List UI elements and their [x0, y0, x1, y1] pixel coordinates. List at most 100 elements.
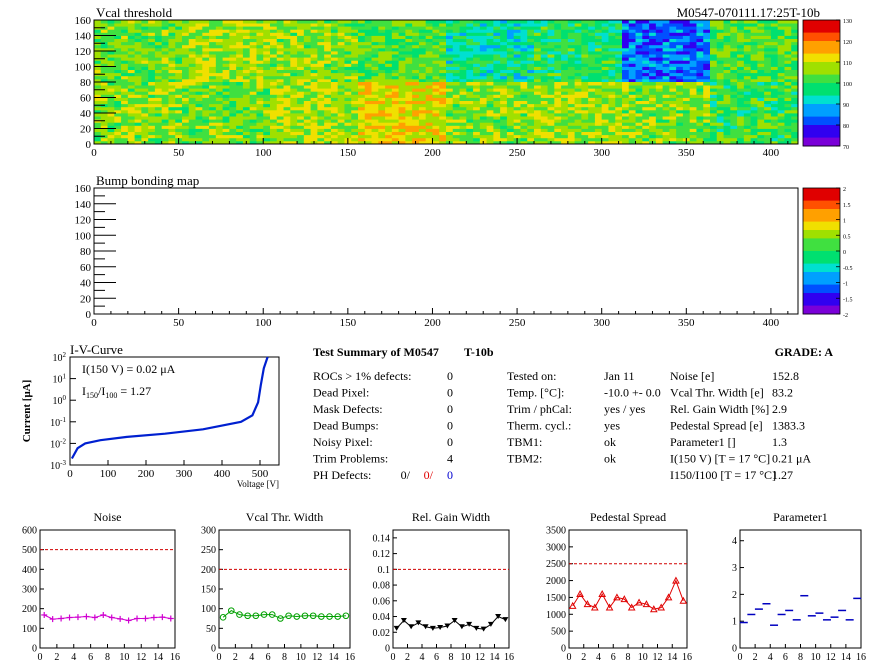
heat-cell	[202, 94, 210, 98]
heat-cell	[100, 20, 108, 24]
heat-cell	[655, 32, 664, 36]
colorbar-cell	[803, 24, 840, 29]
heat-cell	[168, 134, 176, 139]
roc-block	[622, 82, 711, 145]
heat-cell	[649, 116, 657, 120]
heat-cell	[270, 122, 278, 126]
heat-cell	[743, 75, 752, 80]
heat-cell	[371, 75, 379, 80]
heat-cell	[290, 119, 298, 123]
colorbar-cell	[803, 28, 840, 34]
heat-cell	[615, 41, 623, 46]
heat-cell	[696, 100, 704, 105]
heat-cell	[290, 29, 298, 33]
heat-cell	[473, 131, 481, 136]
heat-cell	[175, 66, 183, 70]
heat-cell	[405, 119, 413, 123]
heat-cell	[297, 23, 305, 27]
heat-cell	[473, 75, 481, 80]
heat-cell	[513, 60, 521, 64]
marker	[458, 624, 465, 630]
heat-cell	[100, 54, 108, 58]
heat-cell	[215, 44, 224, 49]
iv-x-tick-label: 200	[138, 468, 155, 480]
heat-cell	[242, 91, 251, 95]
heat-cell	[764, 113, 772, 117]
heat-cell	[601, 26, 609, 30]
heat-cell	[303, 60, 312, 64]
heat-cell	[506, 128, 515, 132]
heat-cell	[500, 100, 508, 105]
heat-cell	[364, 41, 372, 46]
heat-cell	[303, 85, 312, 89]
heat-cell	[594, 63, 603, 67]
heat-cell	[567, 35, 576, 39]
heat-cell	[344, 131, 352, 136]
heat-cell	[608, 63, 616, 67]
heat-cell	[567, 109, 576, 114]
roc-y-tick-label: 2000	[546, 576, 566, 587]
heat-cell	[520, 113, 528, 117]
heat-cell	[696, 23, 704, 27]
heat-cell	[513, 23, 521, 27]
heat-cell	[770, 131, 779, 136]
heat-cell	[154, 128, 163, 132]
heat-cell	[608, 75, 616, 80]
heat-cell	[188, 51, 196, 55]
heat-cell	[737, 32, 745, 36]
heat-cell	[689, 119, 697, 123]
heat-cell	[581, 60, 589, 64]
heat-cell	[689, 78, 697, 83]
heat-cell	[486, 109, 494, 114]
heat-cell	[432, 137, 440, 142]
heat-cell	[141, 41, 149, 46]
heat-cell	[324, 41, 332, 46]
summary-mid-label: TBM1:	[507, 435, 542, 449]
heat-cell	[561, 94, 569, 98]
colorbar-1: 21.510.50-0.5-1-1.5-2	[802, 187, 853, 319]
heat-cell	[635, 23, 643, 27]
heat-cell	[459, 119, 467, 123]
heat-cell	[432, 125, 440, 129]
heat-cell	[493, 20, 501, 24]
heat-cell	[588, 32, 596, 36]
heat-cell	[215, 113, 224, 117]
heat-cell	[127, 113, 136, 117]
heat-cell	[432, 29, 440, 33]
heat-cell	[242, 63, 251, 67]
heat-cell	[107, 97, 115, 101]
heat-cell	[730, 122, 738, 126]
heat-cell	[757, 82, 765, 86]
heat-cell	[466, 106, 474, 111]
heat-cell	[628, 78, 636, 83]
heat-cell	[195, 97, 203, 101]
heat-cell	[547, 26, 555, 30]
heat-cell	[540, 113, 548, 117]
heat-cell	[134, 109, 142, 114]
heat-cell	[730, 91, 738, 95]
heat-cell	[594, 134, 603, 139]
heat-cell	[398, 38, 406, 43]
heat-cell	[182, 75, 190, 80]
heat-cell	[479, 75, 488, 80]
roc-title: Noise	[94, 510, 122, 524]
heat-cell	[682, 72, 691, 77]
heat-cell	[439, 91, 447, 95]
heat-cell	[622, 60, 630, 64]
tick-base: 10	[50, 439, 60, 450]
heat-cell	[114, 69, 122, 74]
heat-cell	[486, 32, 494, 36]
heat-cell	[716, 32, 724, 36]
heat-cell	[601, 128, 609, 132]
heat-cell	[662, 69, 670, 74]
heat-cell	[601, 29, 609, 33]
heat-cell	[330, 140, 339, 145]
heat-cell	[263, 78, 271, 83]
heat-cell	[452, 85, 460, 89]
heat-cell	[574, 88, 582, 92]
heat-cell	[594, 32, 603, 36]
heat-cell	[676, 109, 684, 114]
heat-cell	[290, 131, 298, 136]
heat-cell	[242, 94, 251, 98]
map-0: Vcal threshold M0547-070111.17:25T-10b020…	[75, 5, 821, 159]
